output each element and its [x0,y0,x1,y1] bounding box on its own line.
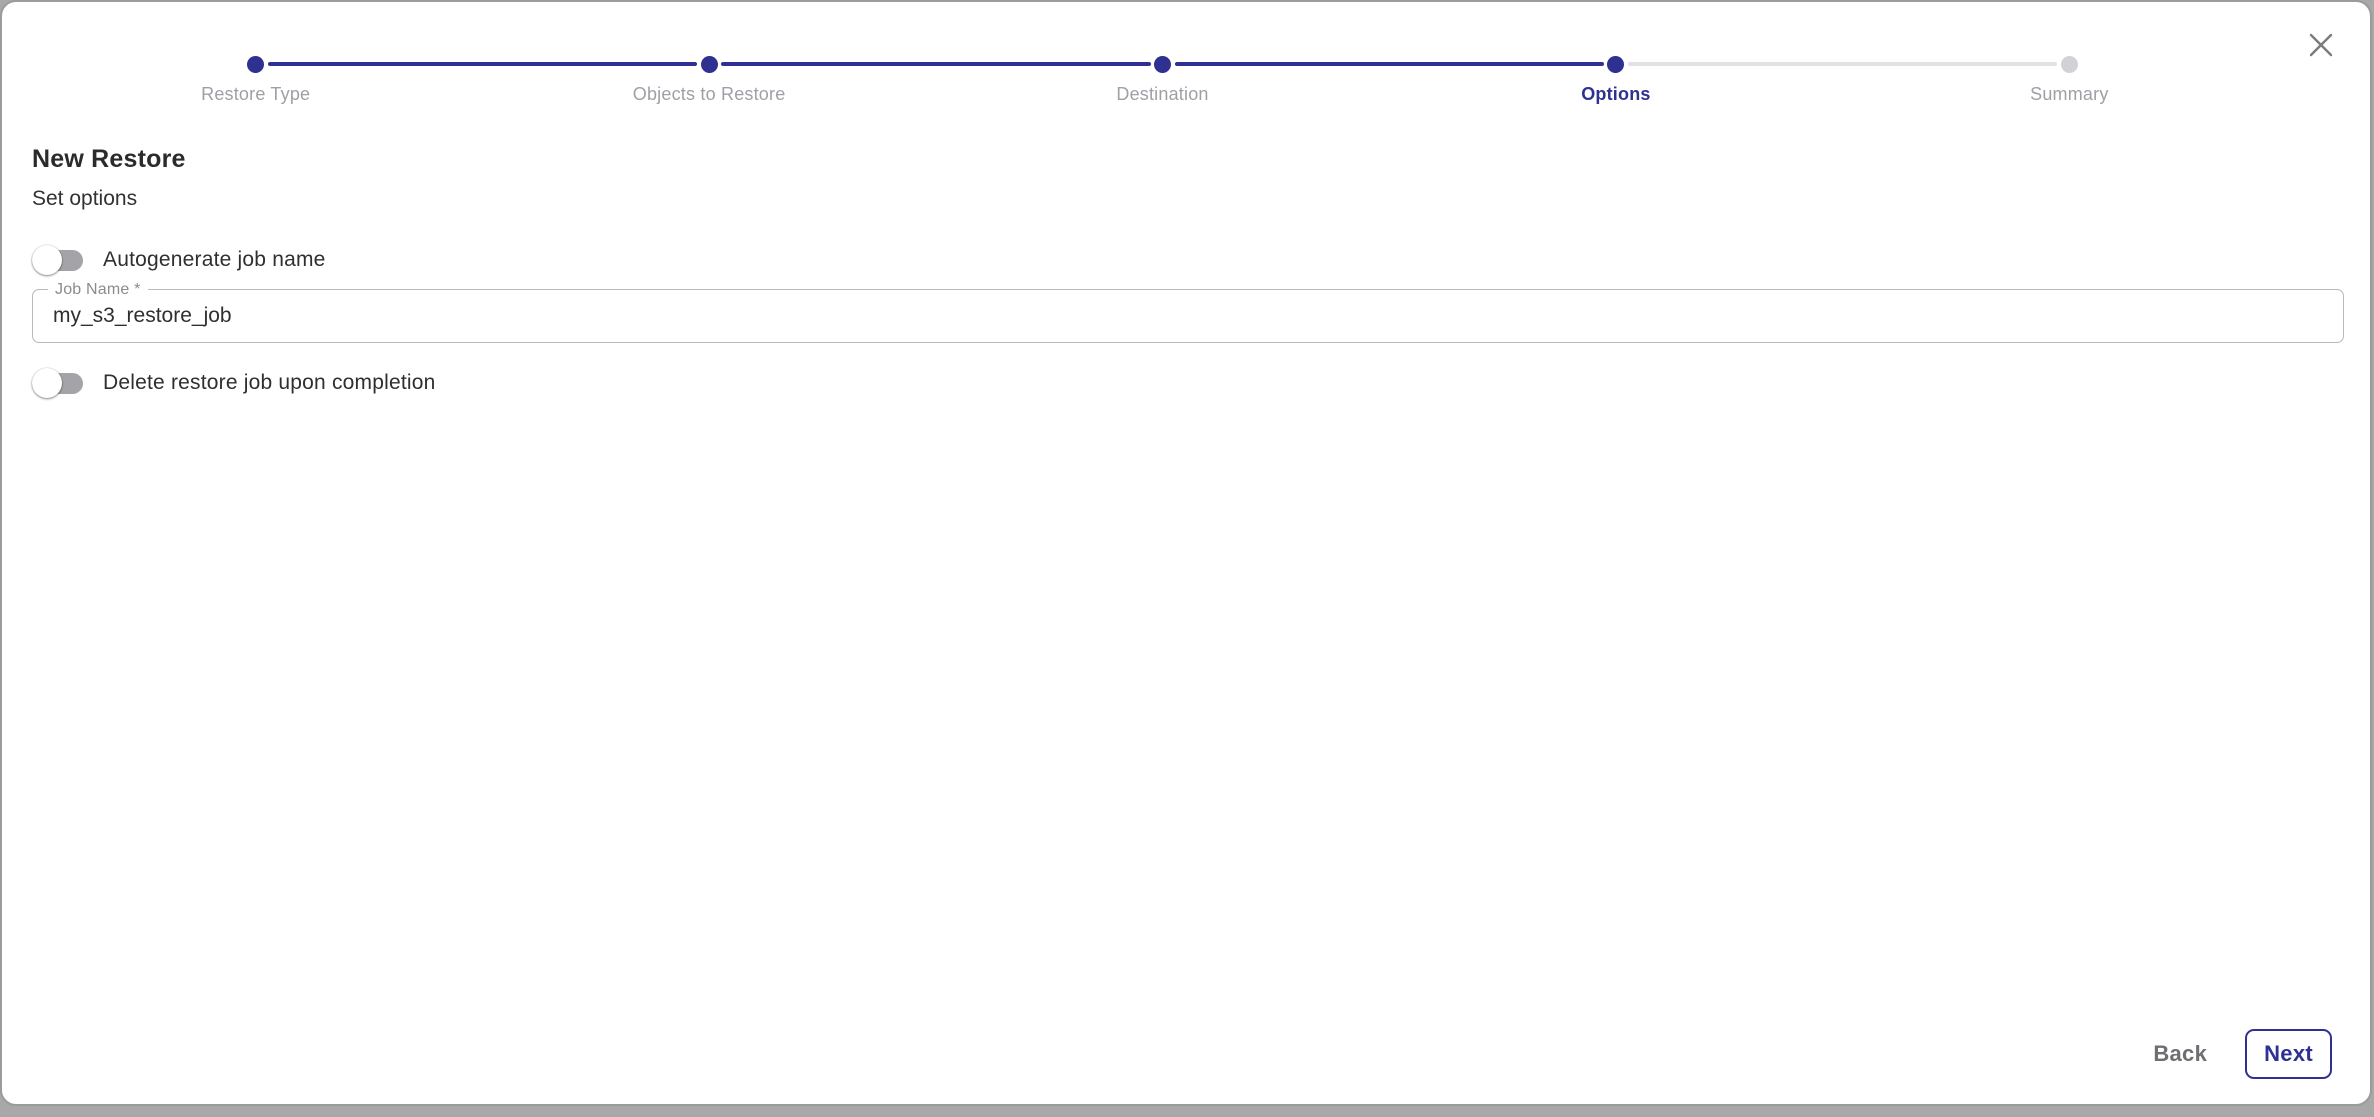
close-icon [2306,30,2336,60]
next-button[interactable]: Next [2245,1029,2332,1079]
close-button[interactable] [2302,26,2340,64]
step-options[interactable]: Options [1174,2,1842,112]
step-connector [1627,62,2058,66]
restore-wizard-stepper: Restore Type Objects to Restore Destinat… [29,2,2296,112]
step-label: Restore Type [201,84,311,104]
step-label: Options [1581,84,1651,104]
delete-restore-job-toggle[interactable] [32,368,83,398]
delete-restore-job-row: Delete restore job upon completion [32,368,436,398]
step-dot-icon [1154,56,1172,73]
step-dot-icon [2060,56,2078,73]
job-name-field: Job Name * [32,281,2344,343]
step-summary[interactable]: Summary [1627,2,2296,112]
job-name-input[interactable] [33,290,2343,342]
step-objects-to-restore[interactable]: Objects to Restore [267,2,935,112]
step-label: Summary [2030,84,2109,104]
toggle-thumb [32,368,62,398]
back-button[interactable]: Back [2135,1031,2225,1077]
dialog-subtitle: Set options [32,187,138,210]
step-connector [721,62,1151,66]
step-connector [267,62,698,66]
toggle-thumb [32,245,62,275]
step-restore-type[interactable]: Restore Type [29,2,482,112]
dialog-footer: Back Next [2135,1029,2332,1079]
step-dot-icon [247,56,265,73]
autogenerate-job-name-toggle[interactable] [32,245,83,275]
job-name-field-label: Job Name * [48,281,148,299]
step-destination[interactable]: Destination [721,2,1389,112]
step-dot-icon [700,56,718,73]
step-label: Destination [1116,84,1209,104]
step-connector [1174,62,1604,66]
dialog-title: New Restore [32,145,186,173]
step-dot-icon [1607,56,1625,73]
step-label: Objects to Restore [632,84,786,104]
autogenerate-job-name-row: Autogenerate job name [32,245,326,275]
delete-restore-job-label: Delete restore job upon completion [103,371,436,394]
autogenerate-job-name-label: Autogenerate job name [103,248,326,271]
